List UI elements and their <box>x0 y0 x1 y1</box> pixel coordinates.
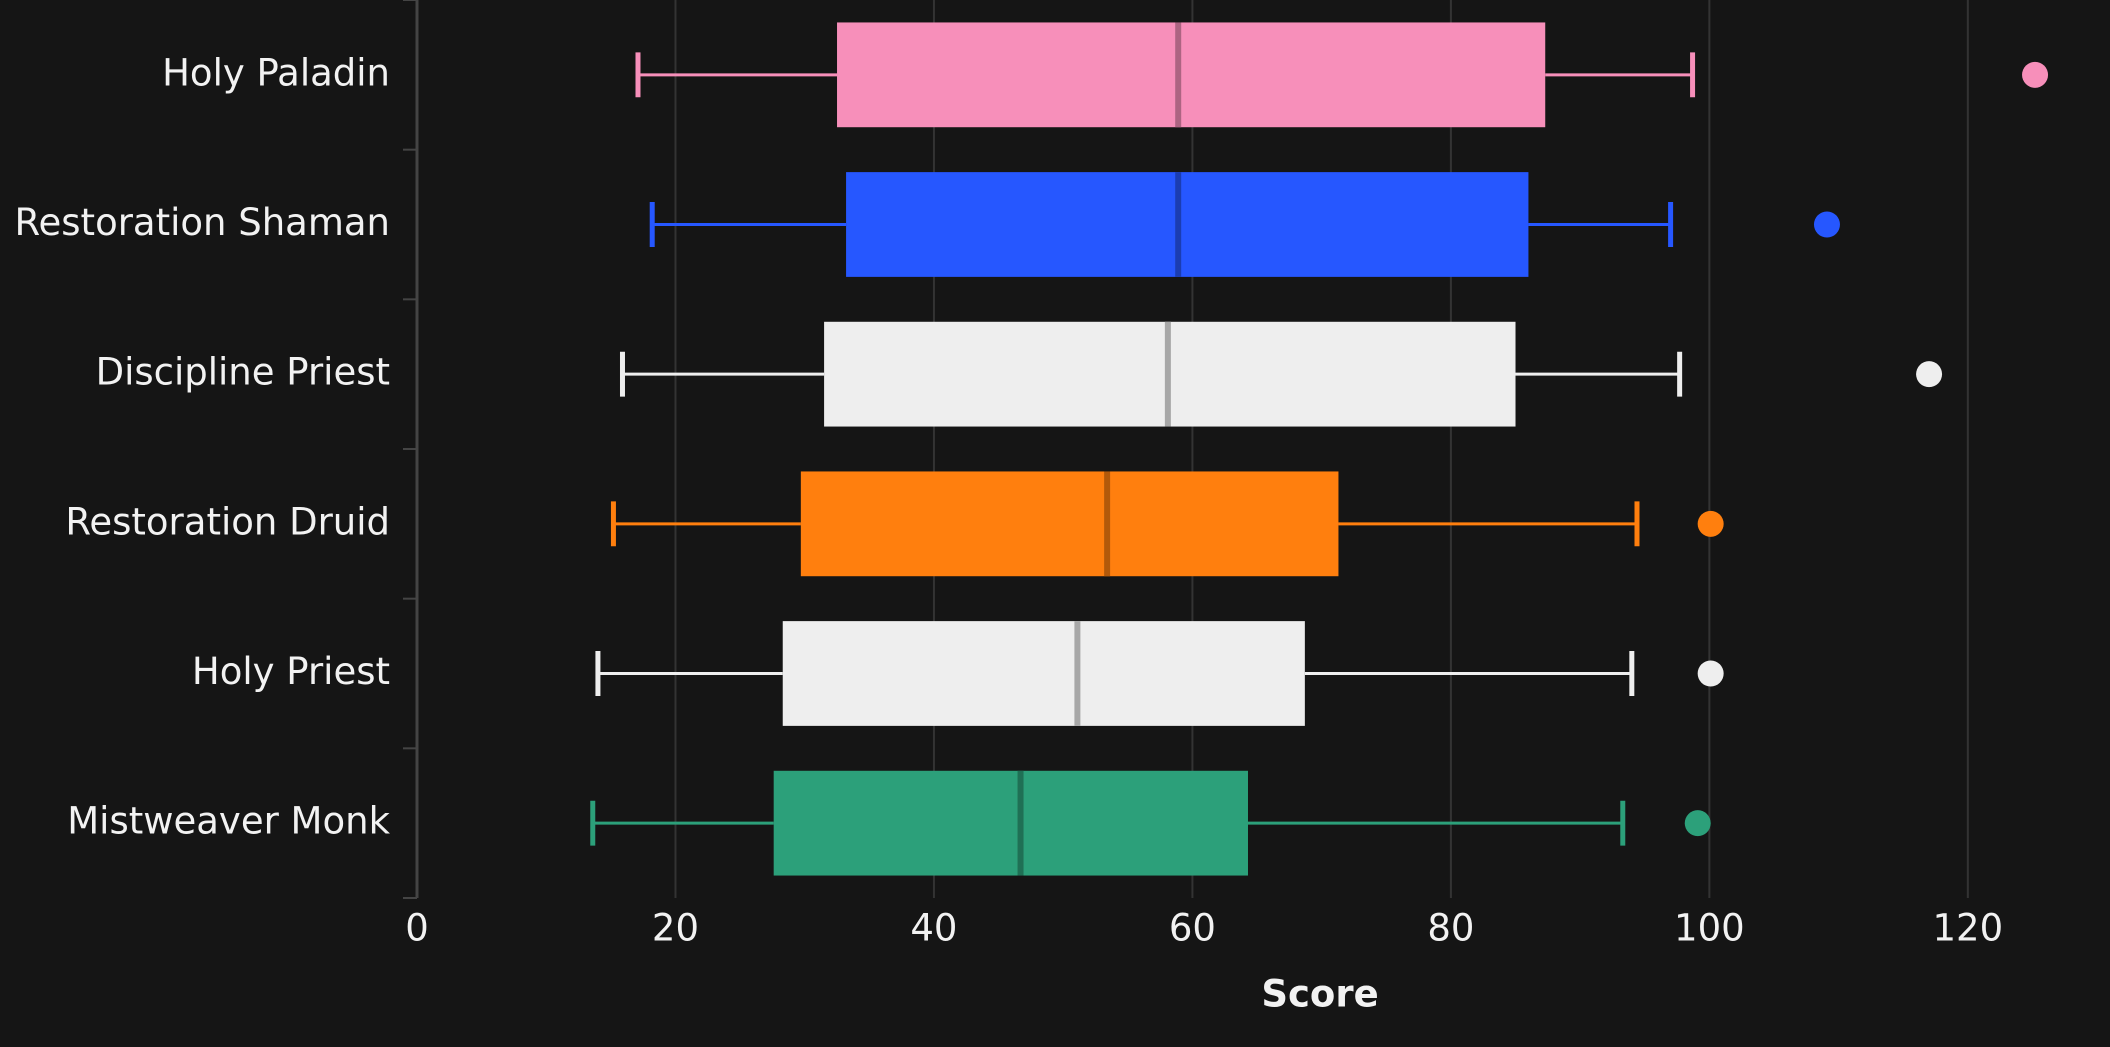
x-axis-title: Score <box>1261 973 1378 1016</box>
box <box>800 471 1339 577</box>
y-tick-label: Holy Paladin <box>162 51 390 94</box>
y-tick-label: Restoration Druid <box>65 500 390 543</box>
x-tick-label: 20 <box>652 907 699 950</box>
x-tick-label: 100 <box>1674 907 1745 950</box>
y-tick-label: Discipline Priest <box>96 351 390 394</box>
outlier <box>1697 660 1724 687</box>
outlier <box>1916 361 1943 388</box>
outlier <box>2022 61 2049 88</box>
x-tick-label: 0 <box>405 907 429 950</box>
y-tick-label: Holy Priest <box>192 650 390 693</box>
y-tick-label: Restoration Shaman <box>14 201 390 244</box>
x-tick-label: 80 <box>1427 907 1474 950</box>
x-tick-label: 60 <box>1169 907 1216 950</box>
box <box>846 172 1529 277</box>
box <box>782 621 1305 726</box>
outlier <box>1813 211 1840 238</box>
box <box>837 22 1546 128</box>
outlier <box>1684 810 1711 837</box>
outlier <box>1697 510 1724 537</box>
y-tick-label: Mistweaver Monk <box>67 800 390 843</box>
x-tick-label: 120 <box>1933 907 2004 950</box>
box <box>773 770 1248 876</box>
x-tick-label: 40 <box>910 907 957 950</box>
